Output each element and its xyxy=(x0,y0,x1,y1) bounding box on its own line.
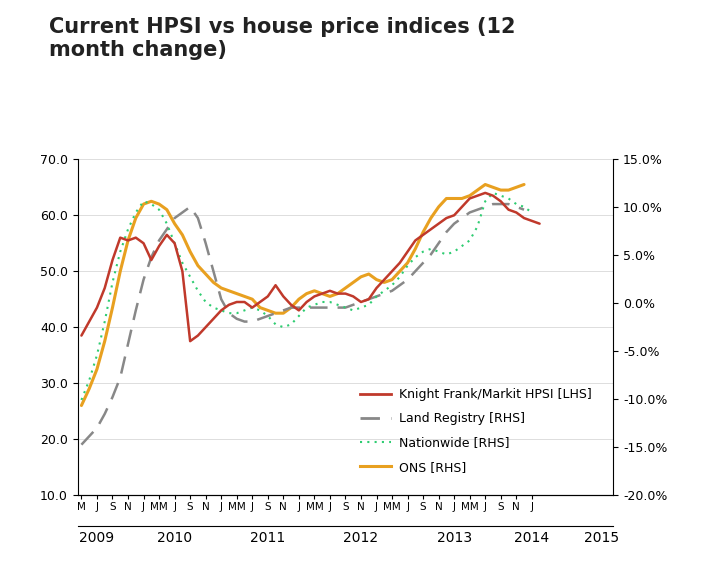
Legend: Knight Frank/Markit HPSI [LHS], Land Registry [RHS], Nationwide [RHS], ONS [RHS]: Knight Frank/Markit HPSI [LHS], Land Reg… xyxy=(355,383,596,479)
Text: Current HPSI vs house price indices (12
month change): Current HPSI vs house price indices (12 … xyxy=(49,17,516,60)
